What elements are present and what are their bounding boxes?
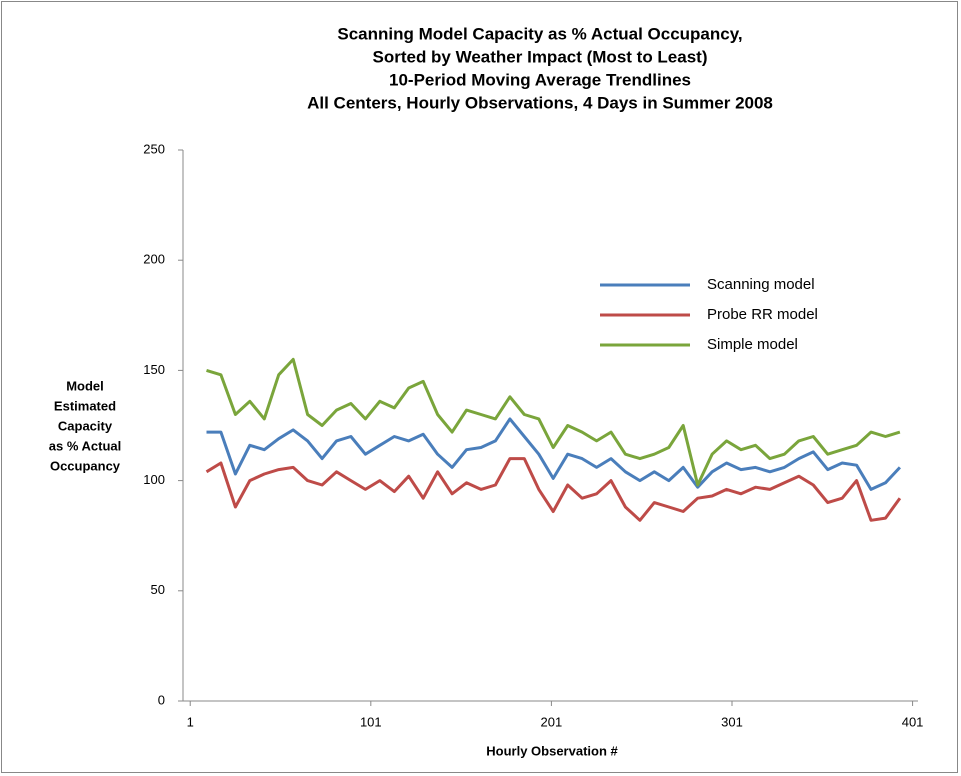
chart-title: 10-Period Moving Average Trendlines (389, 70, 691, 89)
y-tick-label: 100 (143, 472, 165, 487)
y-axis-title: Capacity (58, 418, 113, 433)
x-tick-label: 101 (360, 714, 382, 729)
y-axis-title: Occupancy (50, 458, 121, 473)
x-tick-label: 1 (187, 714, 194, 729)
y-tick-label: 250 (143, 141, 165, 156)
y-tick-label: 200 (143, 252, 165, 267)
y-axis-title: Model (66, 378, 104, 393)
y-tick-label: 150 (143, 362, 165, 377)
legend-label: Simple model (707, 336, 798, 353)
chart-title: Scanning Model Capacity as % Actual Occu… (337, 24, 742, 43)
series-line (205, 457, 902, 522)
x-tick-label: 301 (721, 714, 743, 729)
y-tick-label: 0 (158, 692, 165, 707)
chart-title: Sorted by Weather Impact (Most to Least) (372, 47, 707, 66)
x-tick-label: 201 (541, 714, 563, 729)
legend-label: Probe RR model (707, 306, 818, 323)
legend-label: Scanning model (707, 276, 815, 293)
y-axis-title: Estimated (54, 398, 116, 413)
x-tick-label: 401 (902, 714, 924, 729)
y-tick-label: 50 (151, 582, 165, 597)
y-axis-title: as % Actual (49, 438, 122, 453)
series-line (206, 357, 901, 487)
series-line (206, 417, 901, 491)
x-axis-title: Hourly Observation # (486, 743, 618, 758)
chart-title: All Centers, Hourly Observations, 4 Days… (307, 93, 773, 112)
